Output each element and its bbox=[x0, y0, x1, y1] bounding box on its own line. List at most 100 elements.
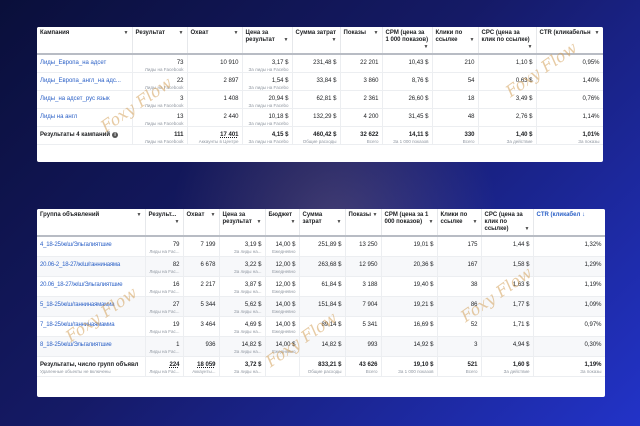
col-cpc[interactable]: CPC (цена за клик по ссылке) ▼ bbox=[478, 27, 537, 55]
adset-name-link[interactable]: 8_18-25/ж/ш/Эльгалиятшие bbox=[40, 341, 112, 348]
sort-arrow-icon[interactable]: ▼ bbox=[136, 212, 142, 218]
campaign-name-link[interactable]: Лиды_Европа_на адсет bbox=[40, 60, 107, 66]
cpm-value: 20,36 $ bbox=[413, 261, 434, 268]
total-ctr-sub: За показы bbox=[580, 368, 602, 374]
sort-arrow-icon[interactable]: ▼ bbox=[373, 30, 379, 36]
col-link-clicks[interactable]: Клики по ссылке ▼ bbox=[437, 209, 482, 237]
cpc-value: 0,63 $ bbox=[515, 78, 533, 84]
cpm-value: 14,92 $ bbox=[413, 341, 434, 348]
sort-arrow-icon[interactable]: ▼ bbox=[524, 226, 530, 232]
cost-sub: За лиды на... bbox=[234, 328, 262, 334]
clicks-value: 167 bbox=[467, 261, 478, 268]
totals-row: Результаты 4 кампаний i 111 Лиды на Facebo… bbox=[37, 126, 603, 145]
adset-name-link[interactable]: 20.06_18-27/ж/ш/Эльгалиятшие bbox=[40, 281, 123, 288]
cpc-value: 1,44 $ bbox=[512, 242, 530, 248]
col-ctr[interactable]: CTR (кликабел ↓ bbox=[533, 209, 605, 237]
sort-arrow-icon[interactable]: ▼ bbox=[472, 219, 478, 225]
col-result[interactable]: Результ... ▼ bbox=[145, 209, 184, 237]
result-sub: Лиды на Fac... bbox=[149, 268, 180, 274]
cpc-value: 2,76 $ bbox=[515, 114, 533, 120]
adsets-table: Группа объявлений ▼ Результ... ▼ Охват ▼ Це… bbox=[37, 209, 605, 377]
col-ctr[interactable]: CTR (кликабельн ▼ bbox=[536, 27, 603, 55]
impressions-value: 7 904 bbox=[362, 301, 378, 308]
budget-sub: Ежедневно bbox=[272, 308, 296, 314]
adsets-table-panel: Группа объявлений ▼ Результ... ▼ Охват ▼ Це… bbox=[37, 209, 605, 397]
sort-arrow-icon[interactable]: ▼ bbox=[283, 37, 289, 43]
col-adset[interactable]: Группа объявлений ▼ bbox=[37, 209, 146, 237]
table-row[interactable]: 8_18-25/ж/ш/Эльгалиятшие 1 Лиды на Fac...… bbox=[37, 336, 605, 357]
campaign-name-link[interactable]: Лиды на англ bbox=[40, 114, 78, 120]
col-cost-per-result[interactable]: Цена за результат ▼ bbox=[219, 209, 266, 237]
cpc-value: 1,58 $ bbox=[512, 261, 530, 268]
info-icon[interactable]: i bbox=[112, 132, 119, 138]
total-cost-sub: За лиды на Facebo bbox=[248, 139, 289, 144]
sort-arrow-icon[interactable]: ▼ bbox=[123, 30, 129, 36]
col-cpm[interactable]: CPM (цена за 1 000 показов) ▼ bbox=[381, 209, 438, 237]
sort-arrow-icon[interactable]: ▼ bbox=[210, 212, 216, 218]
cpc-value: 1,10 $ bbox=[515, 60, 533, 66]
total-impressions: 32 622 bbox=[360, 132, 379, 138]
adset-name-link[interactable]: 4_18-25/ж/ш/Эльгалиятшие bbox=[40, 242, 112, 248]
col-campaign[interactable]: Кампания ▼ bbox=[37, 27, 133, 55]
sort-arrow-icon[interactable]: ▼ bbox=[331, 37, 337, 43]
col-impressions[interactable]: Показы ▼ bbox=[345, 209, 382, 237]
sort-down-arrow-icon[interactable]: ↓ bbox=[581, 212, 585, 218]
sort-arrow-icon[interactable]: ▼ bbox=[372, 212, 378, 218]
adset-name-link[interactable]: 5_18-25/ж/ш/ганнинаямамиа bbox=[40, 301, 115, 308]
adset-name-link[interactable]: 7_18-25/ж/ш/ганнинаямамиа bbox=[40, 321, 115, 328]
col-spend[interactable]: Сумма затрат ▼ bbox=[292, 27, 341, 55]
sort-arrow-icon[interactable]: ▼ bbox=[233, 30, 239, 36]
campaigns-table-panel: Кампания ▼ Результат ▼ Охват ▼ Цена за резу… bbox=[37, 27, 603, 162]
table-row[interactable]: Лиды на англ 13 Лиды на Facebook 2 440 10… bbox=[37, 108, 603, 127]
col-reach[interactable]: Охват ▼ bbox=[187, 27, 243, 55]
col-reach[interactable]: Охват ▼ bbox=[183, 209, 220, 237]
col-result[interactable]: Результат ▼ bbox=[132, 27, 188, 55]
table-row[interactable]: 20.06-2_18-27/ж/ш/ганнинаяма 82 Лиды на F… bbox=[37, 256, 605, 277]
sort-arrow-icon[interactable]: ▼ bbox=[469, 37, 475, 43]
sort-arrow-icon[interactable]: ▼ bbox=[423, 44, 429, 50]
sort-arrow-icon[interactable]: ▼ bbox=[178, 30, 184, 36]
col-link-clicks[interactable]: Клики по ссылке ▼ bbox=[432, 27, 479, 55]
ctr-value: 1,09% bbox=[584, 301, 602, 308]
col-impressions[interactable]: Показы ▼ bbox=[340, 27, 383, 55]
result-value: 79 bbox=[172, 242, 180, 248]
table-row[interactable]: 7_18-25/ж/ш/ганнинаямамиа 19 Лиды на Fac.… bbox=[37, 316, 605, 337]
reach-value: 10 910 bbox=[220, 60, 239, 66]
col-cost-per-result[interactable]: Цена за результат ▼ bbox=[242, 27, 293, 55]
table-row[interactable]: Лиды_на адсет_рус язык 3 Лиды на Facebook… bbox=[37, 90, 603, 109]
table-row[interactable]: 5_18-25/ж/ш/ганнинаямамиа 27 Лиды на Fac.… bbox=[37, 296, 605, 317]
total-spend: 460,42 $ bbox=[313, 132, 337, 138]
campaign-name-link[interactable]: Лиды_на адсет_рус язык bbox=[40, 96, 110, 102]
table-row[interactable]: Лиды_Европа_англ_на адс... 22 Лиды на Fac… bbox=[37, 72, 603, 91]
sort-arrow-icon[interactable]: ▼ bbox=[336, 219, 342, 225]
sort-arrow-icon[interactable]: ▼ bbox=[256, 219, 262, 225]
result-sub: Лиды на Fac... bbox=[149, 328, 180, 334]
total-impressions: 43 626 bbox=[359, 361, 378, 368]
table-row[interactable]: Лиды_Европа_на адсет 73 Лиды на Facebook … bbox=[37, 54, 603, 73]
table-row[interactable]: 20.06_18-27/ж/ш/Эльгалиятшие 16 Лиды на F… bbox=[37, 276, 605, 297]
sort-arrow-icon[interactable]: ▼ bbox=[594, 30, 600, 36]
budget-value: 14,00 $ bbox=[275, 301, 296, 308]
result-value: 82 bbox=[172, 261, 180, 268]
adset-name-link[interactable]: 20.06-2_18-27/ж/ш/ганнинаяма bbox=[40, 261, 120, 268]
sort-arrow-icon[interactable]: ▼ bbox=[428, 219, 434, 225]
table-row[interactable]: 4_18-25/ж/ш/Эльгалиятшие 79 Лиды на Fac..… bbox=[37, 236, 605, 257]
campaigns-table: Кампания ▼ Результат ▼ Охват ▼ Цена за резу… bbox=[37, 27, 603, 145]
col-cpc[interactable]: CPC (цена за клик по ссылке) ▼ bbox=[481, 209, 534, 237]
total-result: 111 bbox=[174, 132, 184, 138]
col-budget[interactable]: Бюджет ▼ bbox=[265, 209, 300, 237]
col-cpm[interactable]: CPM (цена за 1 000 показов) ▼ bbox=[382, 27, 433, 55]
sort-arrow-icon[interactable]: ▼ bbox=[290, 219, 296, 225]
sort-arrow-icon[interactable]: ▼ bbox=[174, 219, 180, 225]
sort-arrow-icon[interactable]: ▼ bbox=[527, 44, 533, 50]
spend-value: 132,29 $ bbox=[313, 114, 337, 120]
col-spend[interactable]: Сумма затрат ▼ bbox=[299, 209, 346, 237]
ctr-value: 1,19% bbox=[584, 281, 602, 288]
cost-value: 4,69 $ bbox=[244, 321, 262, 328]
budget-value: 14,00 $ bbox=[275, 242, 296, 248]
budget-sub: Ежедневно bbox=[272, 268, 296, 274]
spend-value: 151,84 $ bbox=[318, 301, 342, 308]
campaign-name-link[interactable]: Лиды_Европа_англ_на адс... bbox=[40, 78, 121, 84]
cpc-value: 1,71 $ bbox=[512, 321, 530, 328]
total-reach-sub: Аккаунты в Центре bbox=[198, 139, 239, 144]
